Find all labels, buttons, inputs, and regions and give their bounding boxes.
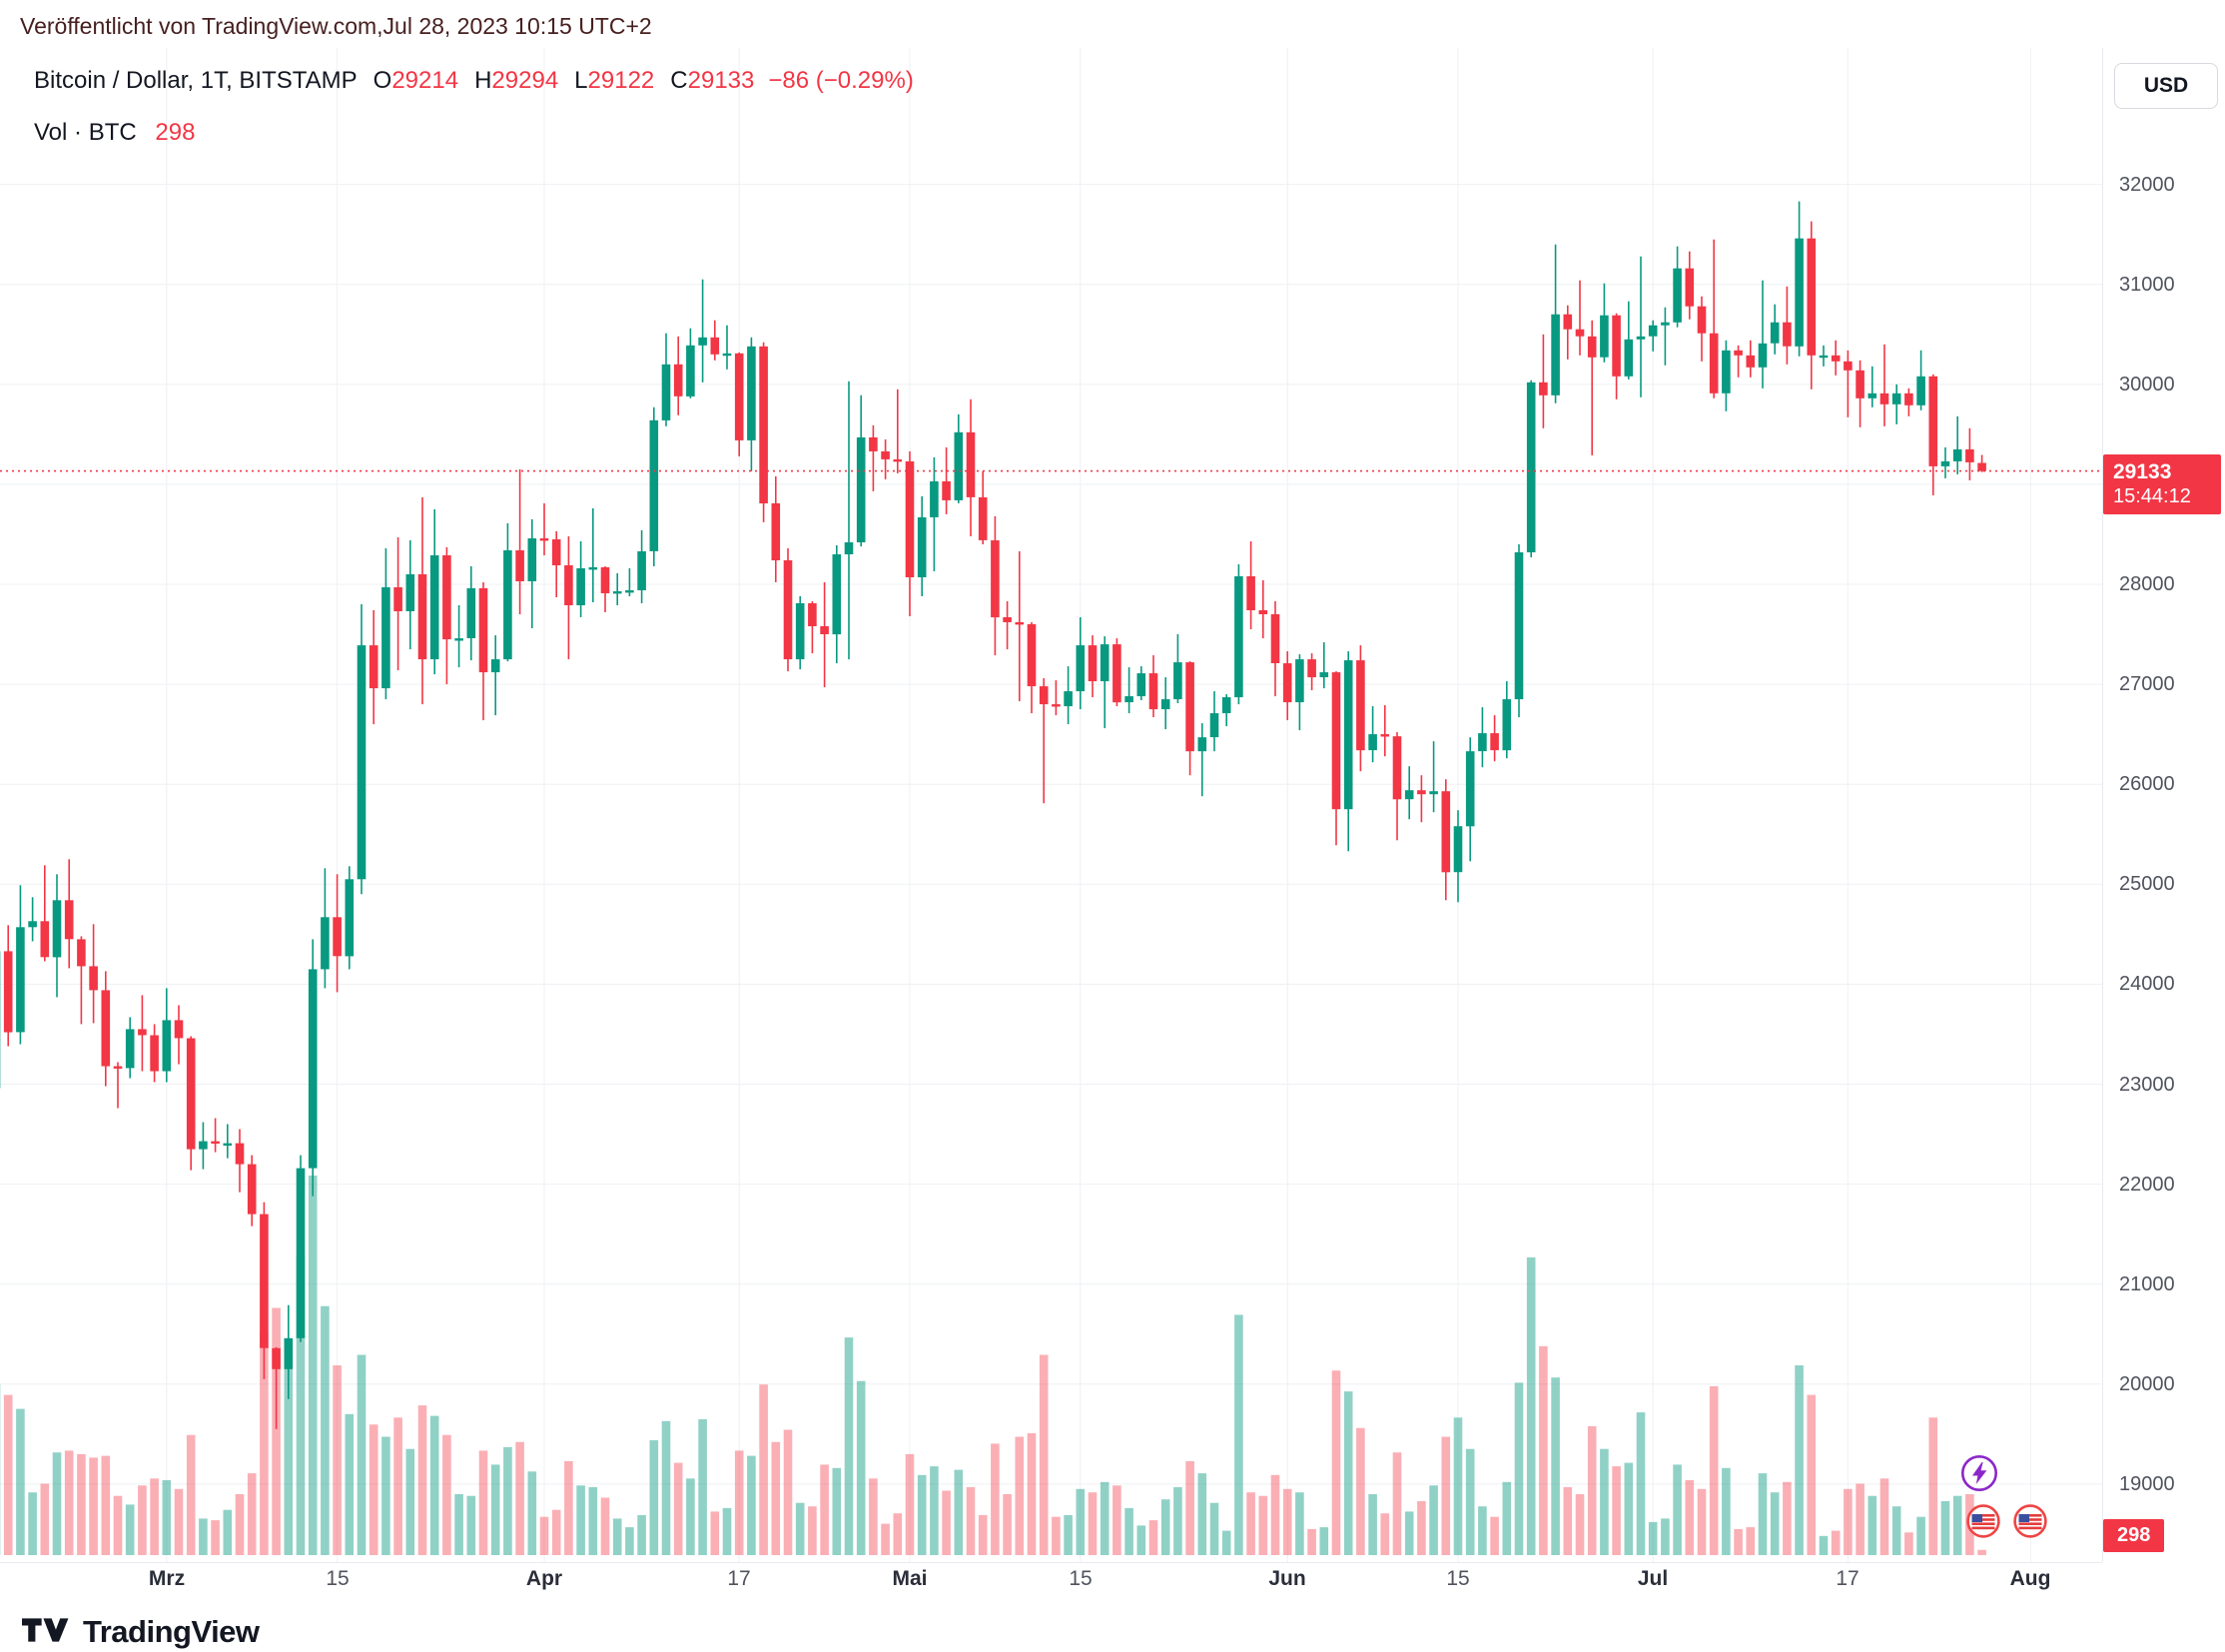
tradingview-logo-icon[interactable] xyxy=(22,1617,72,1647)
price-tick-label: 23000 xyxy=(2119,1074,2175,1096)
time-tick-label: Jul xyxy=(1637,1567,1669,1590)
us-flag-event-icon[interactable] xyxy=(2013,1504,2047,1543)
time-tick-label: Mrz xyxy=(148,1567,186,1590)
ohlc-high: H29294 xyxy=(474,67,559,94)
time-tick-label: 15 xyxy=(326,1567,350,1590)
price-tick-label: 25000 xyxy=(2119,873,2175,895)
time-tick-label: Apr xyxy=(525,1567,563,1590)
ohlc-low: L29122 xyxy=(574,67,655,94)
price-tick-label: 24000 xyxy=(2119,973,2175,995)
footer: TradingView xyxy=(22,1614,260,1650)
time-axis-border xyxy=(0,1562,2102,1563)
time-tick-label: Jun xyxy=(1268,1567,1306,1590)
time-tick-label: Aug xyxy=(2009,1567,2051,1590)
price-tick-label: 32000 xyxy=(2119,174,2175,196)
volume-value: 298 xyxy=(155,119,196,146)
tradingview-wordmark[interactable]: TradingView xyxy=(83,1614,260,1649)
time-tick-label: 15 xyxy=(1069,1567,1093,1590)
price-tick-label: 31000 xyxy=(2119,274,2175,296)
ohlc-open: O29214 xyxy=(372,67,459,94)
last-price: 29133 xyxy=(2113,460,2172,483)
price-axis-border xyxy=(2102,48,2103,1562)
price-tick-label: 22000 xyxy=(2119,1174,2175,1196)
price-change: −86 (−0.29%) xyxy=(768,67,914,94)
price-tick-label: 28000 xyxy=(2119,573,2175,595)
time-axis[interactable]: Mrz 15 Apr 17 Mai 15 Jun 15 Jul 17 Aug xyxy=(0,1567,2225,1597)
time-tick-label: 17 xyxy=(1836,1567,1859,1590)
last-price-badge: 29133 15:44:12 xyxy=(2103,454,2221,514)
price-tick-label: 21000 xyxy=(2119,1273,2175,1295)
attribution-text: Veröffentlicht von TradingView.com,Jul 2… xyxy=(20,13,652,39)
price-axis[interactable]: 32000 31000 30000 28000 27000 26000 25000 24000… xyxy=(2105,0,2225,1652)
time-tick-label: 15 xyxy=(1446,1567,1470,1590)
time-tick-label: Mai xyxy=(892,1567,928,1590)
volume-axis-badge: 298 xyxy=(2103,1519,2165,1552)
price-tick-label: 27000 xyxy=(2119,673,2175,695)
price-tick-label: 19000 xyxy=(2119,1473,2175,1495)
volume-label[interactable]: Vol · BTC xyxy=(34,119,137,146)
bar-countdown: 15:44:12 xyxy=(2113,485,2191,507)
currency-toggle-button[interactable]: USD xyxy=(2114,63,2218,109)
legend-row-main: Bitcoin / Dollar, 1T, BITSTAMP O29214 H2… xyxy=(34,66,914,96)
legend-row-volume: Vol · BTC 298 xyxy=(34,118,914,148)
time-tick-label: 17 xyxy=(727,1567,751,1590)
price-tick-label: 26000 xyxy=(2119,773,2175,795)
lightning-event-icon[interactable] xyxy=(1960,1454,1998,1497)
ohlc-close: C29133 xyxy=(670,67,755,94)
legend: Bitcoin / Dollar, 1T, BITSTAMP O29214 H2… xyxy=(34,66,914,148)
price-tick-label: 30000 xyxy=(2119,374,2175,396)
us-flag-event-icon[interactable] xyxy=(1966,1504,2000,1543)
symbol-title[interactable]: Bitcoin / Dollar, 1T, BITSTAMP xyxy=(34,67,358,94)
price-tick-label: 20000 xyxy=(2119,1373,2175,1395)
